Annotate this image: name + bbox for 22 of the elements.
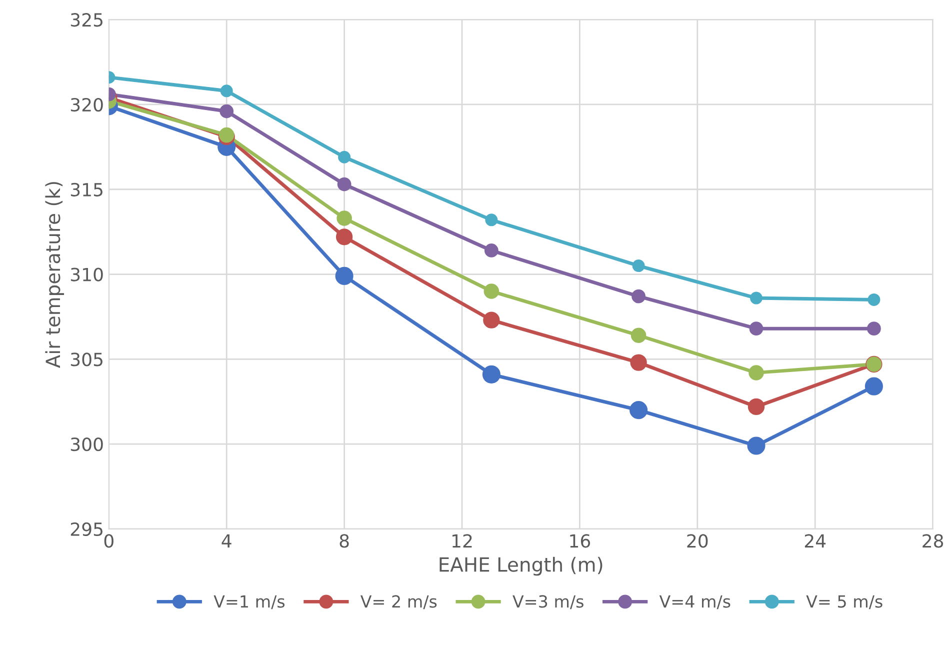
y-tick-label: 300	[70, 438, 103, 452]
legend-label: V= 2 m/s	[360, 595, 437, 610]
x-tick-label: 24	[804, 534, 826, 548]
legend-label: V=4 m/s	[659, 595, 730, 610]
legend-label: V=3 m/s	[512, 595, 584, 610]
y-tick-label: 315	[70, 182, 102, 196]
y-tick-label: 320	[70, 98, 103, 112]
y-tick-label: 305	[70, 352, 102, 366]
x-tick-label: 28	[922, 534, 944, 548]
legend-label: V=1 m/s	[214, 595, 285, 610]
x-tick-label: 12	[452, 534, 472, 548]
x-tick-label: 4	[222, 534, 232, 548]
y-tick-label: 310	[70, 268, 103, 282]
legend-label: V= 5 m/s	[806, 595, 882, 610]
y-axis-title: Air temperature (k)	[45, 182, 64, 368]
x-axis-title: EAHE Length (m)	[440, 556, 602, 576]
x-tick-label: 0	[104, 534, 114, 548]
x-tick-label: 16	[570, 534, 590, 548]
x-tick-label: 20	[687, 534, 708, 548]
x-tick-label: 8	[340, 534, 349, 548]
y-tick-label: 295	[70, 522, 102, 536]
y-tick-label: 325	[70, 13, 102, 27]
